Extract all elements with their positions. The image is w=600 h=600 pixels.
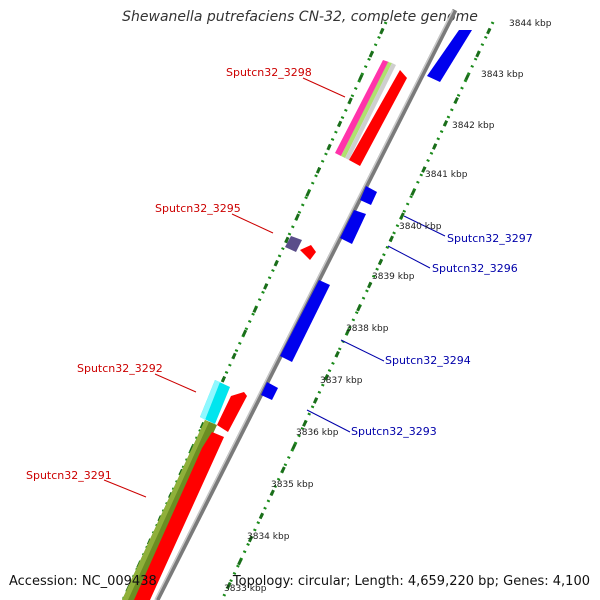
gene-label-sputcn32-3298[interactable]: Sputcn32_3298 xyxy=(226,66,312,79)
inner-tick-15 xyxy=(323,374,330,381)
inner-tick-5 xyxy=(431,143,438,150)
feature-grey-stripe xyxy=(345,63,396,160)
tick-label-3835: 3835 kbp xyxy=(271,480,314,490)
inner-tick-3 xyxy=(453,96,459,104)
outer-tick-11 xyxy=(263,283,269,290)
gene-sputcn32-3291[interactable] xyxy=(134,432,224,600)
leader-3296 xyxy=(387,245,431,269)
gene-sputcn32-3293[interactable] xyxy=(261,382,278,400)
topology-text: Topology: circular; Length: 4,659,220 bp… xyxy=(232,574,590,589)
gene-labels: Sputcn32_3298 Sputcn32_3295 Sputcn32_329… xyxy=(26,66,533,482)
inner-tick-9 xyxy=(388,235,394,243)
tick-label-3833: 3833 kbp xyxy=(224,584,267,594)
inner-tick-24 xyxy=(226,581,232,589)
feature-lime-stripe xyxy=(341,62,392,158)
gene-sputcn32-3292[interactable] xyxy=(217,392,247,432)
gene-blue-top[interactable] xyxy=(427,30,472,82)
leader-3297 xyxy=(403,215,446,237)
inner-tick-7 xyxy=(410,189,416,197)
gene-sputcn32-3294[interactable] xyxy=(280,280,330,362)
gene-sputcn32-3296[interactable] xyxy=(340,210,366,244)
inner-tick-21 xyxy=(258,512,265,520)
tick-label-3842: 3842 kbp xyxy=(452,121,495,131)
backbone-line xyxy=(154,8,458,600)
leader-lines xyxy=(103,77,446,498)
gene-label-sputcn32-3295[interactable]: Sputcn32_3295 xyxy=(155,202,241,215)
feature-olive-shade xyxy=(122,420,209,600)
outer-tick-14 xyxy=(231,352,237,360)
inner-tick-1 xyxy=(475,50,481,58)
inner-tick-11 xyxy=(367,281,373,289)
outer-tick-1 xyxy=(368,50,374,58)
inner-tick-19 xyxy=(280,466,286,474)
gene-label-sputcn32-3293[interactable]: Sputcn32_3293 xyxy=(351,425,437,438)
genome-title: Shewanella putrefaciens CN-32, complete … xyxy=(122,9,478,25)
feature-cyan-shade xyxy=(200,380,220,420)
tick-label-3838: 3838 kbp xyxy=(346,324,389,334)
tick-label-3834: 3834 kbp xyxy=(247,532,290,542)
inner-tick-4 xyxy=(442,120,449,127)
inner-tick-23 xyxy=(237,558,243,566)
leader-3298 xyxy=(302,77,346,98)
inner-tick-marks xyxy=(226,27,492,589)
reverse-features xyxy=(261,30,472,400)
gene-purple-small[interactable] xyxy=(285,236,302,252)
tick-label-3836: 3836 kbp xyxy=(296,428,339,438)
inner-tick-10 xyxy=(377,258,384,266)
leader-3294 xyxy=(340,339,385,362)
inner-tick-13 xyxy=(345,327,351,335)
inner-tick-12 xyxy=(356,304,362,312)
leader-3295 xyxy=(231,213,274,234)
outer-tick-8 xyxy=(294,213,300,221)
gene-label-sputcn32-3297[interactable]: Sputcn32_3297 xyxy=(447,232,533,245)
gene-label-sputcn32-3296[interactable]: Sputcn32_3296 xyxy=(432,262,518,275)
gene-sputcn32-3298[interactable] xyxy=(349,70,407,166)
inner-tick-6 xyxy=(421,166,427,173)
outer-tick-3 xyxy=(347,97,353,105)
outer-tick-12 xyxy=(252,306,258,313)
inner-tick-0 xyxy=(486,27,492,35)
feature-magenta-stripe xyxy=(335,60,389,156)
tick-label-3843: 3843 kbp xyxy=(481,70,524,80)
inner-tick-8 xyxy=(399,212,405,220)
inner-tick-14 xyxy=(334,350,340,358)
gene-label-sputcn32-3291[interactable]: Sputcn32_3291 xyxy=(26,469,112,482)
tick-label-3840: 3840 kbp xyxy=(399,222,442,232)
outer-tick-13 xyxy=(241,329,248,337)
outer-tick-2 xyxy=(358,74,364,81)
inner-tick-2 xyxy=(464,73,470,81)
gene-sputcn32-3295[interactable] xyxy=(300,245,316,260)
outer-tick-9 xyxy=(284,236,290,244)
tick-label-3837: 3837 kbp xyxy=(320,376,363,386)
tick-label-3839: 3839 kbp xyxy=(372,272,415,282)
inner-tick-20 xyxy=(269,489,275,497)
outer-tick-6 xyxy=(315,167,322,174)
outer-tick-17 xyxy=(199,422,205,430)
outer-tick-10 xyxy=(273,259,279,267)
tick-label-3844: 3844 kbp xyxy=(509,19,552,29)
tick-labels: 3844 kbp 3843 kbp 3842 kbp 3841 kbp 3840… xyxy=(224,19,552,594)
backbone xyxy=(154,8,458,600)
leader-3292 xyxy=(154,373,197,393)
gene-sputcn32-3297[interactable] xyxy=(360,186,377,205)
leader-3291 xyxy=(103,479,147,498)
outer-tick-0 xyxy=(379,27,385,35)
leader-3293 xyxy=(306,409,351,433)
gene-label-sputcn32-3292[interactable]: Sputcn32_3292 xyxy=(77,362,163,375)
outer-tick-15 xyxy=(220,375,227,383)
inner-tick-22 xyxy=(247,535,254,543)
gene-label-sputcn32-3294[interactable]: Sputcn32_3294 xyxy=(385,354,471,367)
outer-tick-4 xyxy=(337,120,343,128)
outer-tick-5 xyxy=(326,143,332,151)
tick-label-3841: 3841 kbp xyxy=(425,170,468,180)
inner-tick-16 xyxy=(312,397,319,404)
forward-features xyxy=(122,60,407,600)
inner-tick-18 xyxy=(291,443,297,450)
backbone-highlight xyxy=(154,9,454,600)
inner-tick-17 xyxy=(302,420,308,427)
accession-text: Accession: NC_009438 xyxy=(9,574,157,589)
outer-tick-7 xyxy=(305,190,311,197)
